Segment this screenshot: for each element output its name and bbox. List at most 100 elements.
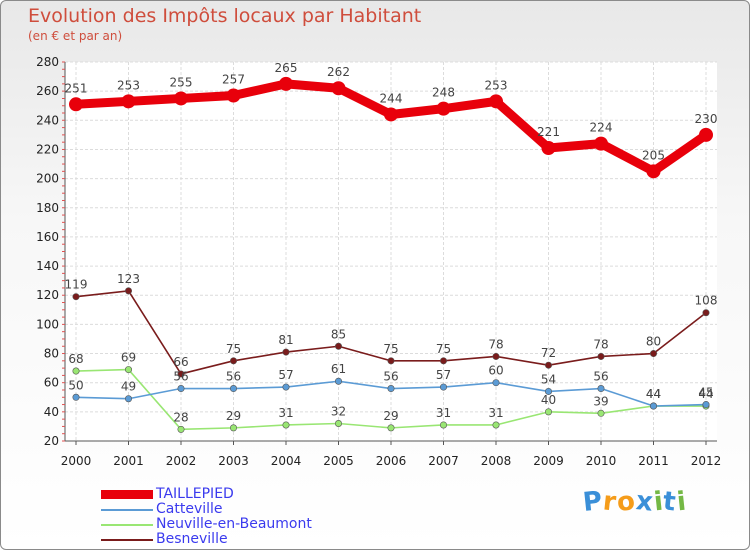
data-point xyxy=(177,425,185,433)
legend-swatch xyxy=(101,509,153,511)
y-tick-label: 140 xyxy=(36,259,59,273)
data-point xyxy=(649,350,657,358)
x-tick-label: 2002 xyxy=(166,454,197,468)
data-label: 224 xyxy=(590,121,613,135)
data-label: 66 xyxy=(173,355,188,369)
data-label: 44 xyxy=(646,387,661,401)
data-point xyxy=(489,94,503,109)
data-point xyxy=(282,421,290,429)
data-point xyxy=(646,164,661,179)
legend-swatch xyxy=(101,490,153,499)
data-label: 85 xyxy=(331,327,346,341)
x-tick-label: 2003 xyxy=(218,454,249,468)
data-label: 230 xyxy=(695,112,718,126)
data-point xyxy=(544,361,552,369)
proxiti-logo: Proxiti xyxy=(581,486,688,518)
data-label: 221 xyxy=(537,125,560,139)
data-point xyxy=(544,408,552,416)
data-label: 80 xyxy=(646,335,661,349)
y-tick-label: 180 xyxy=(36,201,59,215)
y-tick-label: 160 xyxy=(36,230,59,244)
data-label: 56 xyxy=(383,370,398,384)
data-label: 257 xyxy=(222,73,245,87)
data-label: 54 xyxy=(541,372,556,386)
data-label: 56 xyxy=(593,370,608,384)
data-label: 69 xyxy=(121,351,136,365)
data-label: 44 xyxy=(646,387,661,401)
data-point xyxy=(125,395,133,403)
y-tick-label: 280 xyxy=(36,55,59,69)
data-point xyxy=(384,107,398,122)
data-label: 40 xyxy=(541,393,556,407)
x-tick-label: 2012 xyxy=(691,454,722,468)
data-point xyxy=(439,421,447,429)
chart-subtitle: (en € et par an) xyxy=(28,29,123,43)
legend-label: Catteville xyxy=(156,501,223,517)
data-label: 68 xyxy=(68,352,83,366)
data-label: 78 xyxy=(593,337,608,351)
x-tick-label: 2009 xyxy=(533,454,564,468)
data-label: 29 xyxy=(383,409,398,423)
y-tick-label: 220 xyxy=(36,142,59,156)
data-label: 255 xyxy=(170,75,193,89)
data-label: 75 xyxy=(383,342,398,356)
data-point xyxy=(125,287,133,295)
x-tick-label: 2008 xyxy=(481,454,512,468)
data-point xyxy=(282,383,290,391)
data-label: 72 xyxy=(541,346,556,360)
data-point xyxy=(699,127,713,142)
data-label: 81 xyxy=(278,333,293,347)
data-point xyxy=(72,393,80,401)
data-label: 75 xyxy=(226,342,241,356)
data-label: 45 xyxy=(698,386,713,400)
data-point xyxy=(230,385,238,393)
data-label: 265 xyxy=(275,61,298,75)
data-point xyxy=(597,385,605,393)
data-label: 31 xyxy=(488,406,503,420)
data-label: 29 xyxy=(226,409,241,423)
data-point xyxy=(702,401,710,409)
data-point xyxy=(544,387,552,395)
data-point xyxy=(226,88,241,103)
data-point xyxy=(594,136,608,151)
data-point xyxy=(72,293,80,301)
y-tick-label: 260 xyxy=(36,84,59,98)
data-label: 56 xyxy=(173,370,188,384)
data-point xyxy=(69,97,83,112)
y-tick-label: 80 xyxy=(44,347,59,361)
data-label: 244 xyxy=(380,91,403,105)
x-tick-label: 2007 xyxy=(428,454,459,468)
data-point xyxy=(174,91,188,106)
data-point xyxy=(492,379,500,387)
data-point xyxy=(436,101,451,116)
data-label: 108 xyxy=(695,294,718,308)
data-label: 248 xyxy=(432,86,455,100)
data-label: 60 xyxy=(488,364,503,378)
chart-title: Evolution des Impôts locaux par Habitant xyxy=(28,5,422,27)
data-label: 262 xyxy=(327,65,350,79)
data-label: 253 xyxy=(117,78,140,92)
data-point xyxy=(702,309,710,317)
data-label: 39 xyxy=(593,394,608,408)
data-label: 49 xyxy=(121,380,136,394)
legend-label: Besneville xyxy=(156,531,228,547)
legend-swatch xyxy=(101,539,153,541)
data-label: 123 xyxy=(117,272,140,286)
data-label: 44 xyxy=(698,387,713,401)
x-tick-label: 2006 xyxy=(376,454,407,468)
x-tick-label: 2000 xyxy=(61,454,92,468)
data-label: 253 xyxy=(485,78,508,92)
data-point xyxy=(177,385,185,393)
y-tick-label: 100 xyxy=(36,317,59,331)
data-point xyxy=(541,141,556,156)
data-point xyxy=(597,409,605,417)
data-point xyxy=(492,421,500,429)
y-tick-label: 120 xyxy=(36,288,59,302)
data-label: 78 xyxy=(488,337,503,351)
data-point xyxy=(279,76,293,91)
legend-swatch xyxy=(101,524,153,526)
legend-label: Neuville-en-Beaumont xyxy=(156,516,312,532)
y-tick-label: 200 xyxy=(36,172,59,186)
